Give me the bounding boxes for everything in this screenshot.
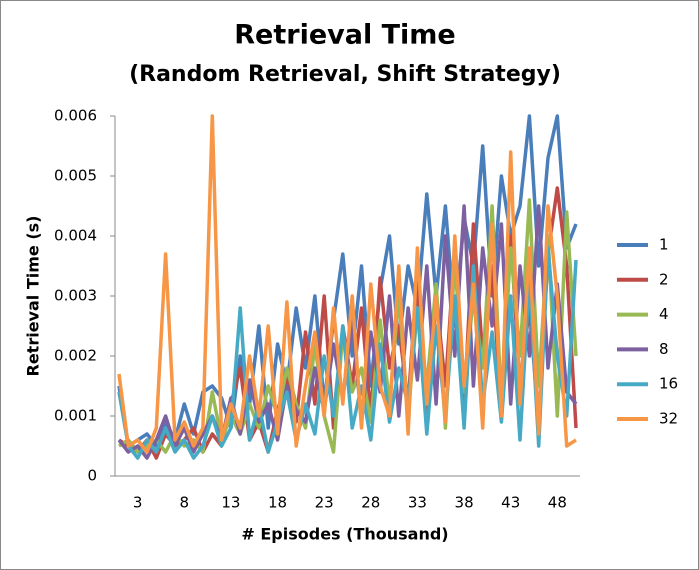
y-tick-label: 0.006 — [54, 107, 97, 125]
legend-label: 8 — [659, 340, 669, 358]
y-tick-label: 0 — [87, 467, 97, 485]
y-tick-label: 0.005 — [54, 167, 97, 185]
x-tick-label: 43 — [501, 494, 520, 512]
x-tick-label: 23 — [315, 494, 334, 512]
x-tick-label: 33 — [408, 494, 427, 512]
legend-label: 4 — [659, 305, 669, 323]
y-tick-label: 0.003 — [54, 287, 97, 305]
y-axis-title: Retrieval Time (s) — [24, 216, 43, 377]
x-tick-label: 13 — [221, 494, 240, 512]
y-tick-label: 0.001 — [54, 407, 97, 425]
chart-subtitle: (Random Retrieval, Shift Strategy) — [129, 62, 561, 87]
series-line — [117, 114, 578, 448]
x-tick-label: 48 — [548, 494, 567, 512]
legend-label: 1 — [659, 236, 669, 254]
x-tick-label: 38 — [455, 494, 474, 512]
legend-label: 16 — [659, 375, 678, 393]
x-tick-label: 8 — [180, 494, 190, 512]
y-tick-label: 0.004 — [54, 227, 97, 245]
series-line — [117, 114, 577, 454]
x-tick-label: 3 — [133, 494, 143, 512]
y-tick-label: 0.002 — [54, 347, 97, 365]
chart-title: Retrieval Time — [234, 20, 455, 51]
legend-label: 2 — [659, 270, 669, 288]
legend-label: 32 — [659, 410, 678, 428]
x-axis-title: # Episodes (Thousand) — [241, 525, 448, 544]
x-tick-label: 28 — [361, 494, 380, 512]
x-tick-label: 18 — [268, 494, 287, 512]
